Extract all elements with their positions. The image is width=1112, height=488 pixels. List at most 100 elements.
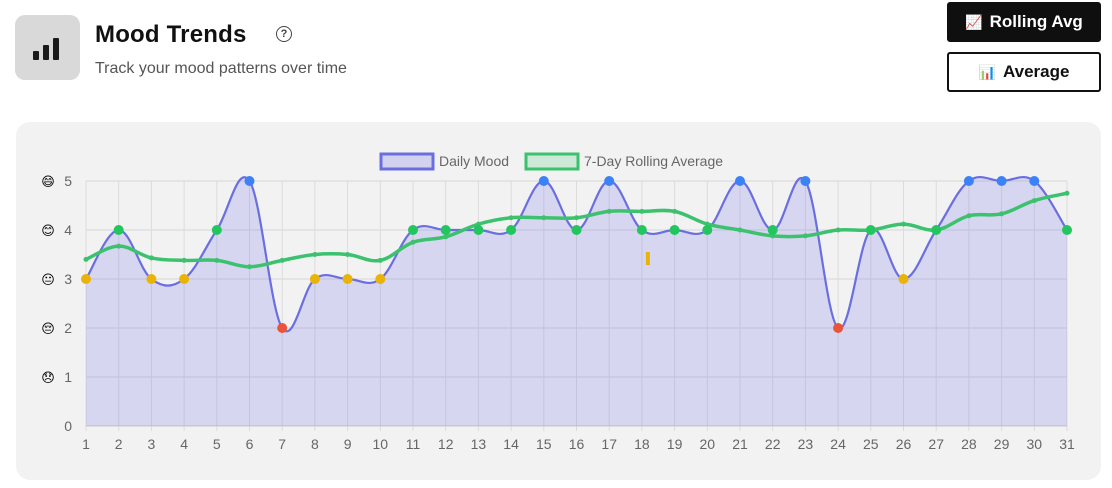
x-tick-label: 7 — [278, 436, 286, 452]
rolling-average-point — [672, 208, 678, 214]
x-tick-label: 4 — [180, 436, 188, 452]
rolling-average-point — [606, 208, 612, 214]
daily-mood-point — [244, 176, 255, 186]
page-header: Mood Trends ? Track your mood patterns o… — [15, 15, 515, 85]
legend-swatch-daily-mood — [379, 152, 435, 171]
daily-mood-point — [931, 225, 942, 235]
x-tick-label: 14 — [503, 436, 519, 452]
y-tick-emoji-icon: 😔 — [41, 321, 55, 336]
daily-mood-point — [800, 176, 811, 186]
rolling-average-point — [737, 227, 743, 233]
x-tick-label: 17 — [601, 436, 617, 452]
daily-mood-point — [211, 225, 222, 235]
rolling-average-point — [508, 215, 514, 221]
x-tick-label: 11 — [406, 436, 421, 452]
rolling-average-point — [116, 243, 122, 249]
rolling-average-point — [247, 264, 252, 270]
x-tick-label: 27 — [928, 436, 944, 452]
rolling-average-point — [181, 257, 187, 263]
daily-mood-point — [1062, 225, 1072, 235]
daily-mood-point — [440, 225, 451, 235]
x-tick-label: 21 — [732, 436, 748, 452]
help-circle-icon[interactable]: ? — [276, 26, 292, 42]
rolling-avg-button[interactable]: 📈 Rolling Avg — [947, 2, 1101, 42]
rolling-average-point — [410, 239, 416, 245]
rolling-average-point — [835, 227, 841, 233]
daily-mood-point — [865, 225, 876, 235]
daily-mood-point — [473, 225, 484, 235]
y-tick-label: 4 — [64, 222, 72, 238]
x-tick-label: 16 — [569, 436, 585, 452]
daily-mood-point — [179, 274, 190, 284]
rolling-average-point — [966, 213, 972, 219]
rolling-average-point — [148, 255, 154, 261]
legend-label-rolling-average: 7-Day Rolling Average — [584, 153, 723, 169]
daily-mood-point — [636, 225, 647, 235]
rolling-average-point — [279, 257, 285, 263]
daily-mood-point — [833, 323, 844, 333]
daily-mood-point — [669, 225, 680, 235]
x-tick-label: 30 — [1027, 436, 1043, 452]
x-tick-label: 24 — [830, 436, 846, 452]
daily-mood-point — [146, 274, 157, 284]
rolling-average-point — [377, 257, 383, 263]
rolling-average-point — [312, 252, 318, 257]
daily-mood-area — [86, 177, 1067, 426]
y-tick-label: 1 — [64, 369, 72, 385]
daily-mood-point — [538, 176, 549, 186]
y-tick-label: 5 — [64, 173, 72, 189]
rolling-average-point — [1064, 190, 1070, 196]
y-tick-label: 2 — [64, 320, 72, 336]
rolling-average-point — [574, 215, 579, 221]
bar-chart-icon — [15, 15, 80, 80]
legend-label-daily-mood: Daily Mood — [439, 153, 509, 169]
daily-mood-point — [81, 274, 91, 284]
page-title: Mood Trends — [95, 21, 247, 48]
daily-mood-point — [735, 176, 745, 186]
rolling-average-point — [802, 233, 808, 239]
x-tick-label: 5 — [213, 436, 221, 452]
x-tick-label: 15 — [536, 436, 552, 452]
x-tick-label: 18 — [634, 436, 650, 452]
rolling-average-point — [83, 256, 89, 262]
x-tick-label: 22 — [765, 436, 781, 452]
rolling-average-point — [214, 257, 220, 263]
rolling-average-point — [901, 221, 906, 227]
daily-mood-point — [963, 176, 974, 186]
x-tick-label: 1 — [82, 436, 90, 452]
x-tick-label: 3 — [148, 436, 156, 452]
x-tick-label: 23 — [798, 436, 814, 452]
x-tick-label: 9 — [344, 436, 352, 452]
chart-panel: 0 1 😞 2 😔 3 😐 4 😊 5 😄 1 2 3 4 5 6 7 8 9 10 11 12 13 14 15 16 17 18 19… — [16, 122, 1101, 480]
x-tick-label: 2 — [115, 436, 123, 452]
daily-mood-point — [408, 225, 418, 235]
daily-mood-point — [571, 225, 582, 235]
daily-mood-point — [1029, 176, 1040, 186]
x-tick-label: 13 — [471, 436, 487, 452]
average-button[interactable]: 📊 Average — [947, 52, 1101, 92]
daily-mood-point — [702, 225, 713, 235]
cursor-marker — [645, 252, 650, 266]
daily-mood-point — [375, 274, 386, 284]
y-tick-emoji-icon: 😊 — [41, 223, 55, 238]
legend-swatch-rolling-average — [524, 152, 580, 171]
x-tick-label: 8 — [311, 436, 319, 452]
daily-mood-point — [506, 225, 517, 235]
bar-chart-emoji-icon: 📊 — [978, 63, 996, 80]
rolling-average-point — [541, 215, 547, 221]
x-tick-label: 29 — [994, 436, 1010, 452]
rolling-average-point — [1031, 198, 1037, 204]
x-tick-label: 12 — [438, 436, 454, 452]
y-tick-emoji-icon: 😞 — [41, 370, 55, 385]
daily-mood-point — [342, 274, 353, 284]
rolling-avg-label: Rolling Avg — [989, 12, 1083, 31]
x-tick-label: 19 — [667, 436, 683, 452]
y-tick-label: 0 — [64, 418, 72, 434]
x-tick-label: 20 — [700, 436, 716, 452]
x-tick-label: 28 — [961, 436, 977, 452]
x-tick-label: 31 — [1059, 436, 1075, 452]
line-chart-icon: 📈 — [965, 13, 983, 30]
rolling-average-point — [345, 252, 351, 257]
rolling-average-point — [999, 211, 1005, 217]
mood-trends-chart: 01😞2😔3😐4😊5😄1 2 3 4 5 6 7 8 9 10 11 12 13 14 15 16 17 18 19… — [41, 152, 1075, 452]
